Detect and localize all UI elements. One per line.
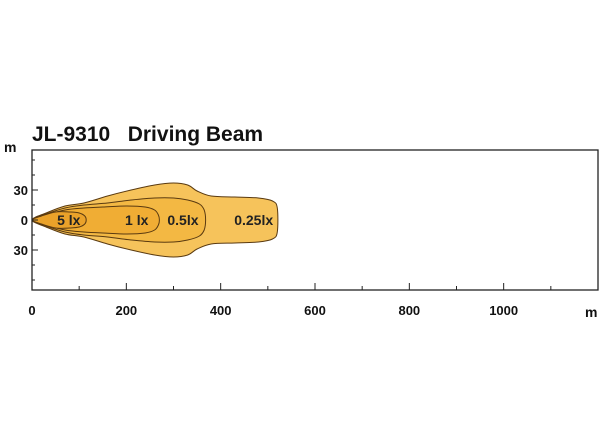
y-tick-label: 30 — [14, 243, 28, 258]
zone-labels: 0.25lx 0.5lx 1 lx 5 lx — [57, 212, 273, 228]
zone-label-0-5-lx: 0.5lx — [167, 212, 198, 228]
x-tick-label: 600 — [304, 303, 326, 318]
x-axis: 0 200 400 600 800 1000 — [28, 283, 599, 318]
y-axis-unit: m — [4, 139, 16, 155]
y-axis: 30 0 30 — [14, 159, 38, 281]
x-tick-label: 400 — [210, 303, 232, 318]
y-tick-label: 30 — [14, 183, 28, 198]
x-tick-label: 1000 — [489, 303, 518, 318]
chart-title: JL-9310 Driving Beam — [32, 123, 263, 146]
y-tick-label: 0 — [21, 213, 28, 228]
zone-5-lx — [31, 211, 87, 229]
x-tick-label: 0 — [28, 303, 35, 318]
x-axis-unit: m — [585, 304, 597, 320]
x-tick-label: 200 — [115, 303, 137, 318]
zone-label-1-lx: 1 lx — [125, 212, 149, 228]
zone-label-5-lx: 5 lx — [57, 212, 81, 228]
beam-zones — [31, 182, 279, 258]
x-tick-label: 800 — [398, 303, 420, 318]
zone-label-0-25-lx: 0.25lx — [234, 212, 273, 228]
